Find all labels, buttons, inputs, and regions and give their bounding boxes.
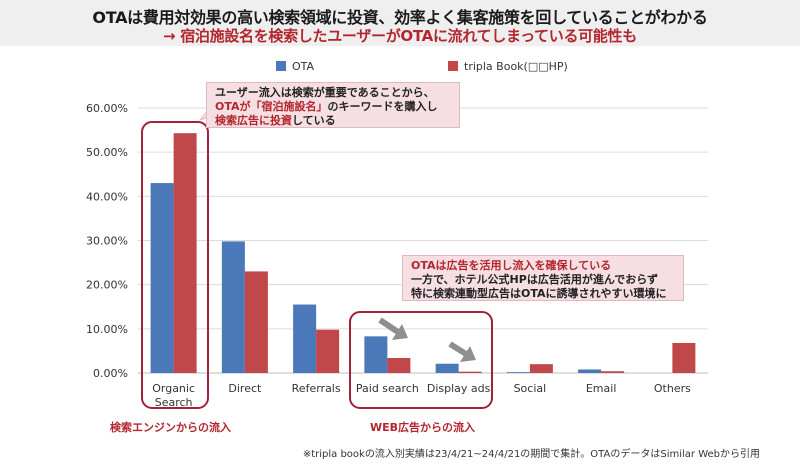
bar-tripla-referrals [316,329,340,373]
y-axis-ticks: 0.00% 10.00% 20.00% 30.00% 40.00% 50.00% 60.00… [86,102,128,380]
y-tick-label: 40.00% [86,190,128,203]
y-tick-label: 20.00% [86,279,128,292]
bars [150,133,696,373]
legend-swatch-ota [276,61,286,71]
bar-ota-social [506,372,530,373]
bar-ota-display-ads [435,363,459,373]
callout-highlight: 検索広告に投資 [215,114,292,127]
x-category-label: Search [155,396,193,409]
bar-ota-direct [221,241,245,373]
y-tick-label: 50.00% [86,146,128,159]
group-label-web-ads: WEB広告からの流入 [370,421,476,434]
footnote: ※tripla bookの流入別実績は23/4/21~24/4/21の期間で集計… [302,449,760,460]
web-ads-highlight [349,311,493,409]
bar-tripla-direct [244,271,268,373]
y-tick-label: 60.00% [86,102,128,115]
page-title: OTAは費用対効果の高い検索領域に投資、効率よく集客施策を回していることがわかる [92,8,708,27]
arrow-icon [448,341,476,362]
bar-ota-paid-search [364,336,388,373]
bar-ota-email [578,369,602,373]
callout-line: 特に検索連動型広告はOTAに誘導されやすい環境に [411,287,667,300]
callout-line: 検索広告に投資している [215,114,451,128]
callout-search-investment: ユーザー流入は検索が重要であることから、 OTAが「宿泊施設名」のキーワードを購… [206,82,460,128]
arrow-icon [378,317,408,340]
bar-tripla-organic-search [173,133,197,373]
callout-text: のキーワードを購入し [327,100,438,113]
callout-line: OTAは広告を活用し流入を確保している [411,259,612,272]
callout-ads-usage: OTAは広告を活用し流入を確保している 一方で、ホテル公式HPは広告活用が進んで… [402,255,684,301]
bar-tripla-display-ads [458,371,482,373]
callout-line: ユーザー流入は検索が重要であることから、 [215,86,435,99]
x-category-label: Others [654,382,691,395]
x-category-label: Organic [152,382,195,395]
callout-line: 一方で、ホテル公式HPは広告活用が進んでおらず [411,273,659,286]
bar-tripla-social [529,364,553,373]
page-subtitle: → 宿泊施設名を検索したユーザーがOTAに流れてしまっている可能性も [163,27,637,45]
callout-line: OTAが「宿泊施設名」のキーワードを購入し [215,100,451,114]
group-label-search: 検索エンジンからの流入 [110,421,231,434]
x-category-label: Paid search [356,382,419,395]
y-tick-label: 0.00% [93,367,128,380]
legend-label-ota: OTA [292,60,315,73]
bar-tripla-others [672,342,696,373]
x-category-label: Email [586,382,617,395]
bar-ota-organic-search [150,183,174,373]
callout-text: している [292,114,336,127]
callout-highlight: OTAが「宿泊施設名」 [215,100,328,113]
legend-label-tripla: tripla Book(□□HP) [464,60,568,73]
x-category-label: Display ads [427,382,491,395]
bar-tripla-email [601,371,625,373]
legend-swatch-tripla [448,61,458,71]
x-category-label: Referrals [292,382,341,395]
header: OTAは費用対効果の高い検索領域に投資、効率よく集客施策を回していることがわかる… [0,0,800,46]
bar-ota-referrals [293,304,317,373]
y-tick-label: 10.00% [86,323,128,336]
legend: OTA tripla Book(□□HP) [276,60,568,73]
bar-tripla-paid-search [387,357,411,373]
organic-search-highlight [141,121,209,409]
x-category-label: Social [514,382,547,395]
x-category-label: Direct [228,382,262,395]
y-tick-label: 30.00% [86,235,128,248]
